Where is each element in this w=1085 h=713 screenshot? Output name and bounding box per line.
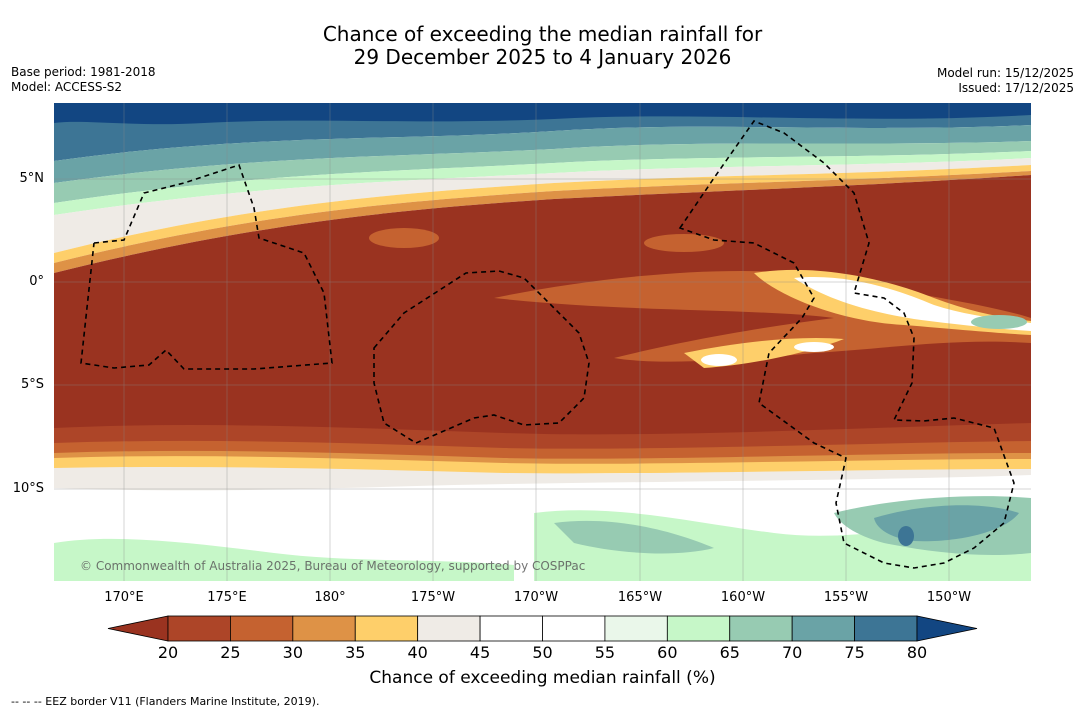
chart-title-line1: Chance of exceeding the median rainfall … <box>322 22 763 46</box>
colorbar-tick-label: 25 <box>220 643 241 662</box>
lon-label-170e: 170°E <box>104 590 144 605</box>
copyright-notice: © Commonwealth of Australia 2025, Bureau… <box>80 559 586 573</box>
colorbar-tick-label: 55 <box>594 643 616 662</box>
south-streak-white-2 <box>794 342 834 352</box>
north-wet-darkest <box>54 103 1031 125</box>
north-wet-light <box>54 141 1031 203</box>
colorbar-tick-label: 20 <box>157 643 179 662</box>
colorbar-tick-label: 50 <box>532 643 553 662</box>
colorbar-cell <box>854 615 918 642</box>
north-wet-mid <box>54 125 1031 183</box>
colorbar-cell <box>542 615 606 642</box>
north-orange-patch-2 <box>644 234 724 252</box>
south-green-band <box>534 510 1031 581</box>
colorbar-cell <box>666 615 731 642</box>
colorbar-arrow-high <box>916 615 978 642</box>
map-gridlines <box>54 103 1031 581</box>
north-neutral <box>54 158 1031 253</box>
lon-label-170w: 170°W <box>513 590 559 605</box>
lon-label-175e: 175°E <box>207 590 247 605</box>
south-green-left <box>54 538 514 581</box>
colorbar-cell <box>230 615 294 642</box>
colorbar-cell <box>417 615 481 642</box>
colorbar-cell <box>604 615 668 642</box>
colorbar-tick-label: 35 <box>345 643 366 662</box>
colorbar <box>107 615 978 642</box>
colorbar-tick-label: 80 <box>906 643 928 662</box>
colorbar-tick-label: 40 <box>407 643 428 662</box>
meta-left: Base period: 1981-2018 Model: ACCESS-S2 <box>11 65 156 95</box>
colorbar-tick-label: 45 <box>469 643 491 662</box>
eez-legend: -- -- -- EEZ border V11 (Flanders Marine… <box>11 695 320 708</box>
model-run: Model run: 15/12/2025 <box>936 66 1074 80</box>
issued-date: Issued: 17/12/2025 <box>958 81 1074 95</box>
colorbar-cell <box>729 615 793 642</box>
lon-label-180: 180° <box>314 590 346 605</box>
equatorial-green-spot <box>971 315 1027 329</box>
eez-borders <box>80 120 1015 569</box>
colorbar-tick-label: 60 <box>657 643 678 662</box>
chart-title-line2: 29 December 2025 to 4 January 2026 <box>353 45 732 69</box>
colorbar-cell <box>479 615 543 642</box>
dry-core <box>54 175 1031 458</box>
colorbar-tick-label: 75 <box>844 643 865 662</box>
lon-label-175w: 175°W <box>410 590 456 605</box>
north-yellow <box>54 165 1031 263</box>
lon-label-155w: 155°W <box>823 590 869 605</box>
south-neutral <box>54 466 1031 491</box>
south-teal <box>554 520 714 554</box>
colorbar-cell <box>791 615 855 642</box>
lon-label-165w: 165°W <box>617 590 663 605</box>
south-streak-white <box>701 354 737 366</box>
north-orange-patch <box>369 228 439 248</box>
colorbar-title: Chance of exceeding median rainfall (%) <box>369 668 716 688</box>
colorbar-arrow-low <box>107 615 169 642</box>
lon-label-150w: 150°W <box>926 590 972 605</box>
colorbar-tick-label: 30 <box>282 643 304 662</box>
colorbar-tick-label: 65 <box>719 643 740 662</box>
lat-label-5n: 5°N <box>19 171 45 186</box>
lat-label-10s: 10°S <box>12 481 44 496</box>
base-period: Base period: 1981-2018 <box>11 65 156 79</box>
north-green <box>54 151 1031 215</box>
lon-label-160w: 160°W <box>720 590 766 605</box>
south-blue-spot <box>898 526 914 546</box>
equatorial-streak-white <box>794 277 1031 331</box>
meta-right: Model run: 15/12/2025 Issued: 17/12/2025 <box>937 66 1074 96</box>
rainfall-map <box>54 103 1031 581</box>
colorbar-cell <box>167 615 231 642</box>
colorbar-cell <box>292 615 356 642</box>
colorbar-tick-label: 70 <box>781 643 803 662</box>
model-name: Model: ACCESS-S2 <box>11 80 123 94</box>
colorbar-cells <box>107 615 978 642</box>
lat-label-5s: 5°S <box>20 377 44 392</box>
lat-label-0: 0° <box>29 274 44 289</box>
colorbar-cell <box>354 615 419 642</box>
